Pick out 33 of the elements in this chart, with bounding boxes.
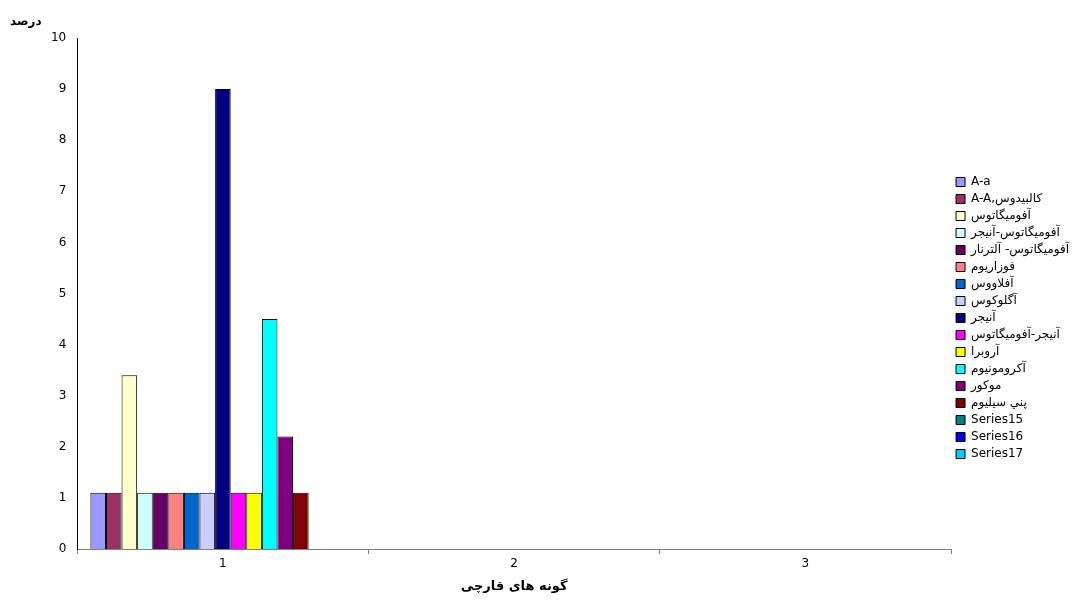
y-tick-label: 7 [58,183,67,198]
legend-label: Series15 [971,412,1024,427]
legend-label: پني سيليوم [971,395,1027,411]
legend-label: A-A,كالبيدوس [971,191,1043,207]
legend-label: Series17 [971,446,1024,461]
x-axis-title: گونه های قارچی [460,577,568,593]
y-tick-label: 3 [58,387,67,402]
y-tick-label: 6 [58,234,67,249]
y-tick-label: 1 [58,490,67,505]
legend-label: آروبرا [971,343,1000,360]
y-tick-label: 2 [58,438,67,453]
legend-label: A-a [971,174,991,189]
x-tick-label: 3 [801,556,810,571]
legend-label: فوزاريوم [971,259,1015,275]
legend-label: آكرومونيوم [971,360,1027,377]
legend-label: آفوميگاتوس-آنيجر [970,224,1061,241]
y-tick-label: 5 [58,285,67,300]
legend-label: آفلاووس [971,275,1015,292]
legend-label: آنيجر-آفوميگاتوس [971,326,1061,343]
x-tick-label: 1 [219,556,227,571]
legend-label: آنيجر [970,309,997,326]
legend-label: موكور [970,378,1002,394]
y-tick-label: 9 [58,81,67,96]
y-tick-label: 0 [58,541,67,556]
y-tick-label: 8 [58,132,67,147]
legend-label: Series16 [971,429,1024,444]
y-tick-label: 10 [50,30,67,45]
x-tick-label: 2 [510,556,518,571]
legend-label: آگلوكوس [971,292,1018,309]
y-axis-title: درصد [10,14,42,29]
legend-label: آفوميگاتوس [971,207,1032,224]
legend-label: آفوميگاتوس- آلترنار [970,241,1070,258]
y-tick-label: 4 [58,336,67,351]
